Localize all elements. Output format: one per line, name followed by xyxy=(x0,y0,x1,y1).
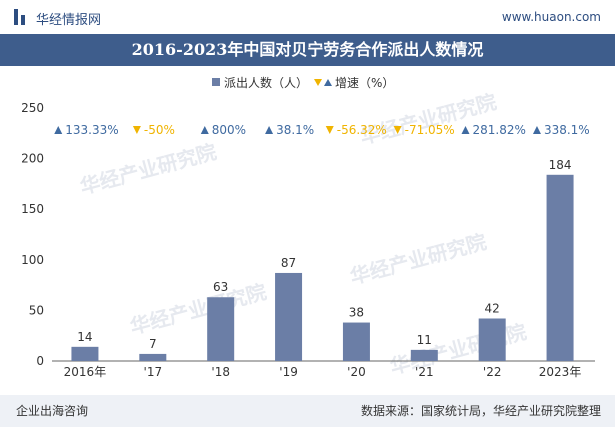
x-tick-label: 2016年 xyxy=(64,365,107,379)
bar xyxy=(410,349,438,361)
watermark-text: 华经产业研究院 xyxy=(77,140,218,199)
growth-rate-label: 38.1% xyxy=(276,123,314,137)
growth-rate-label: 133.33% xyxy=(65,123,118,137)
title-bar: 2016-2023年中国对贝宁劳务合作派出人数情况 xyxy=(0,34,615,66)
growth-down-triangle-icon xyxy=(325,126,334,134)
growth-rate-label: 281.82% xyxy=(472,123,525,137)
x-tick-label: '19 xyxy=(279,365,298,379)
growth-down-triangle-icon xyxy=(393,126,402,134)
x-tick-label: '18 xyxy=(211,365,230,379)
bar-value-label: 14 xyxy=(77,330,92,344)
growth-up-triangle-icon xyxy=(461,126,470,134)
y-tick-label: 100 xyxy=(21,253,44,267)
bar-value-label: 11 xyxy=(417,333,432,347)
bar-chart: 华经产业研究院华经产业研究院华经产业研究院华经产业研究院华经产业研究院05010… xyxy=(21,75,595,379)
x-tick-label: '22 xyxy=(483,365,502,379)
bar-value-label: 42 xyxy=(485,301,500,315)
brand-logo-icon xyxy=(14,9,28,25)
legend-up-triangle-icon xyxy=(324,79,332,86)
data-source-text: 数据来源：国家统计局，华经产业研究院整理 xyxy=(360,404,601,418)
bar xyxy=(546,174,574,361)
bar xyxy=(207,297,235,361)
growth-rate-label: -56.32% xyxy=(337,123,387,137)
growth-up-triangle-icon xyxy=(200,126,209,134)
bar xyxy=(342,322,370,361)
bar xyxy=(478,318,506,361)
y-tick-label: 0 xyxy=(36,354,44,368)
top-bar: 华经情报网 www.huaon.com xyxy=(0,0,615,34)
bar-value-label: 7 xyxy=(149,337,157,351)
y-tick-label: 200 xyxy=(21,152,44,166)
brand-name: 华经情报网 xyxy=(36,13,102,28)
y-tick-label: 150 xyxy=(21,202,44,216)
growth-up-triangle-icon xyxy=(54,126,63,134)
y-tick-label: 50 xyxy=(29,303,44,317)
bar-value-label: 63 xyxy=(213,280,228,294)
growth-rate-label: 338.1% xyxy=(544,123,590,137)
bar xyxy=(139,353,167,361)
growth-up-triangle-icon xyxy=(532,126,541,134)
legend-growth-label: 增速（%） xyxy=(335,76,394,90)
watermark-text: 华经产业研究院 xyxy=(357,90,498,149)
watermark-text: 华经产业研究院 xyxy=(347,230,488,289)
x-tick-label: '17 xyxy=(144,365,163,379)
growth-rate-label: -71.05% xyxy=(405,123,455,137)
bar-value-label: 184 xyxy=(549,158,572,172)
x-tick-label: '20 xyxy=(347,365,366,379)
legend-bar-label: 派出人数（人） xyxy=(224,75,308,90)
growth-rate-label: -50% xyxy=(144,123,175,137)
bar xyxy=(71,346,99,361)
growth-down-triangle-icon xyxy=(132,126,141,134)
y-tick-label: 250 xyxy=(21,101,44,115)
bar-value-label: 87 xyxy=(281,256,296,270)
footer-bar: 企业出海咨询 数据来源：国家统计局，华经产业研究院整理 xyxy=(0,395,615,427)
site-url[interactable]: www.huaon.com xyxy=(501,10,601,24)
footer-left-text: 企业出海咨询 xyxy=(16,404,89,418)
growth-rate-label: 800% xyxy=(212,123,246,137)
bar xyxy=(275,272,303,361)
watermark-text: 华经产业研究院 xyxy=(127,280,268,339)
legend-down-triangle-icon xyxy=(314,79,322,86)
bar-value-label: 38 xyxy=(349,306,364,320)
growth-up-triangle-icon xyxy=(265,126,274,134)
legend-bar-swatch xyxy=(212,78,220,86)
x-tick-label: '21 xyxy=(415,365,434,379)
x-tick-label: 2023年 xyxy=(539,365,582,379)
watermark-text: 华经产业研究院 xyxy=(387,320,528,379)
chart-title: 2016-2023年中国对贝宁劳务合作派出人数情况 xyxy=(131,40,484,59)
